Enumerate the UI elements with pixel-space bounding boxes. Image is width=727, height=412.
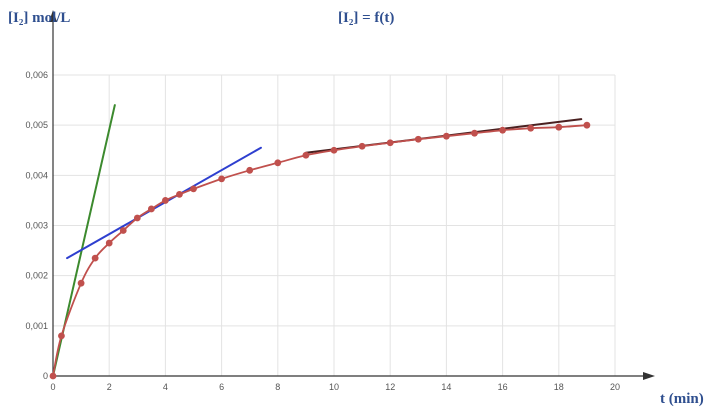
data-point <box>162 197 169 204</box>
chart-title: [I₂] = f(t) <box>338 10 394 26</box>
x-tick-label: 10 <box>329 382 339 392</box>
x-tick-label: 12 <box>385 382 395 392</box>
y-tick-label: 0,004 <box>25 170 48 180</box>
data-point <box>555 123 563 131</box>
data-point <box>77 279 85 287</box>
x-tick-label: 6 <box>219 382 224 392</box>
data-point <box>414 135 422 143</box>
data-point <box>386 139 394 147</box>
data-point <box>218 175 226 183</box>
y-tick-label: 0,003 <box>25 221 48 231</box>
data-point <box>246 166 254 174</box>
data-point <box>147 205 155 213</box>
data-point <box>58 332 65 340</box>
data-point <box>499 126 506 134</box>
data-point <box>274 159 282 167</box>
data-point <box>176 190 183 198</box>
gridlines <box>53 74 616 376</box>
y-tick-label: 0,002 <box>25 271 48 281</box>
y-tick-labels: 0 0,001 0,002 0,003 0,004 0,005 0,006 <box>25 70 48 381</box>
x-tick-label: 18 <box>554 382 564 392</box>
data-point <box>330 146 338 154</box>
data-point <box>527 124 535 132</box>
y-axis-arrow <box>49 10 57 22</box>
data-point <box>302 151 310 159</box>
x-tick-label: 4 <box>163 382 168 392</box>
x-tick-labels: 0 2 4 6 8 10 12 14 16 18 20 <box>50 382 620 392</box>
axes <box>49 10 655 380</box>
x-tick-label: 20 <box>610 382 620 392</box>
x-axis-label: t (min) <box>660 391 704 407</box>
y-tick-label: 0,005 <box>25 120 48 130</box>
data-point <box>471 129 478 137</box>
data-point <box>358 142 366 150</box>
data-point <box>91 254 99 262</box>
data-point <box>443 132 450 140</box>
data-points <box>49 121 591 380</box>
tangent-lines <box>52 104 583 377</box>
x-tick-label: 0 <box>50 382 55 392</box>
data-point <box>119 227 127 234</box>
x-tick-label: 2 <box>107 382 112 392</box>
x-tick-label: 16 <box>498 382 508 392</box>
data-point <box>190 185 197 193</box>
data-curve-line <box>52 124 587 377</box>
y-tick-label: 0,006 <box>25 70 48 80</box>
data-point <box>105 239 113 247</box>
x-tick-label: 14 <box>441 382 451 392</box>
data-point <box>583 121 591 129</box>
x-axis-arrow <box>643 372 655 380</box>
data-curve <box>52 124 587 377</box>
y-tick-label: 0,001 <box>25 321 48 331</box>
y-tick-label: 0 <box>43 371 48 381</box>
y-axis-label: [I₂] mol/L <box>8 10 70 26</box>
data-point <box>49 372 57 380</box>
data-point <box>133 214 141 222</box>
x-tick-label: 8 <box>275 382 280 392</box>
